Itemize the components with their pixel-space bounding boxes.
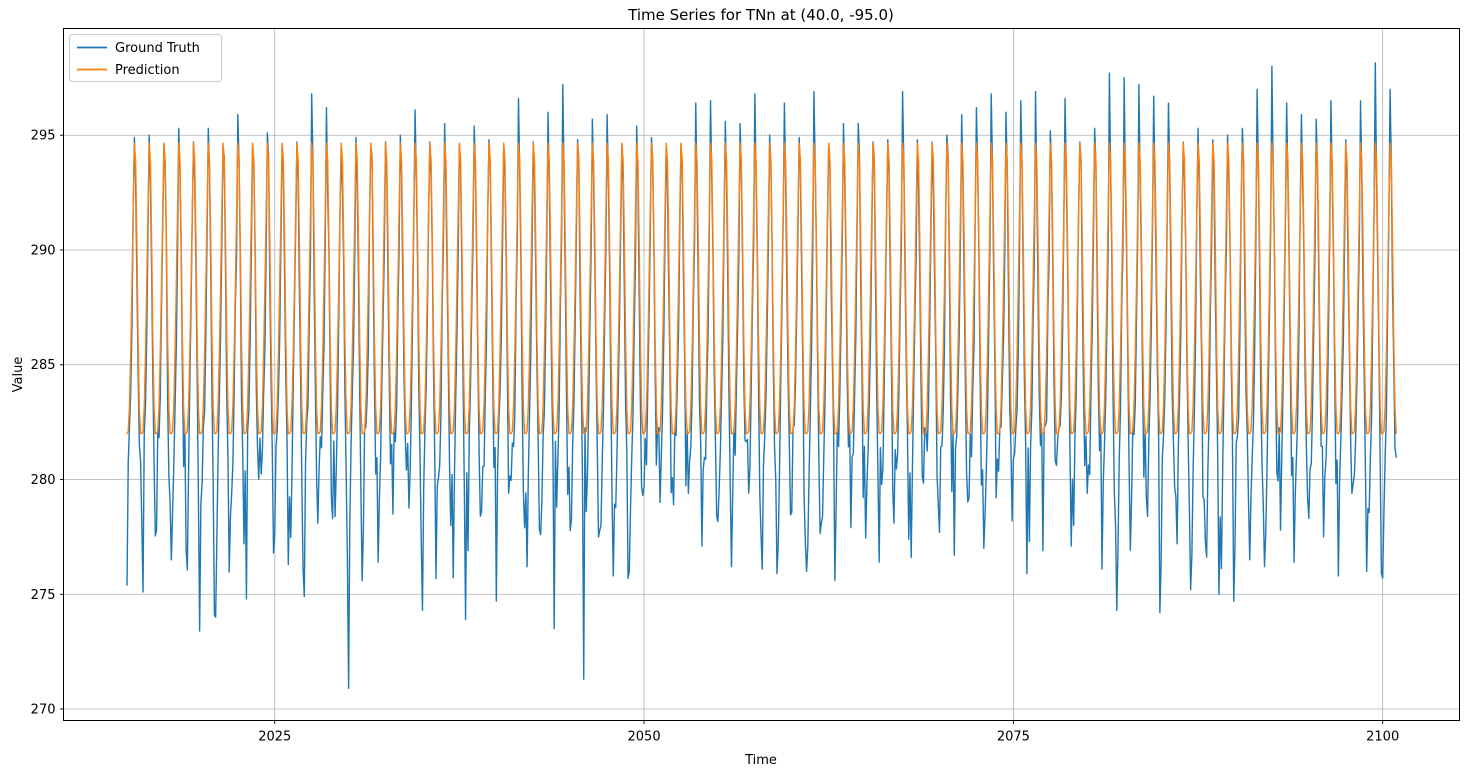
y-tick-label: 290 [31, 243, 56, 258]
x-tick-label: 2075 [997, 730, 1030, 745]
legend-label-ground-truth: Ground Truth [115, 41, 200, 56]
series-layer [126, 62, 1397, 690]
x-tick-label: 2025 [258, 730, 291, 745]
x-tick-label: 2100 [1366, 730, 1399, 745]
legend-box [69, 34, 222, 82]
y-tick-label: 295 [31, 129, 56, 144]
grid-layer [63, 28, 1460, 721]
series-line-prediction [126, 142, 1397, 435]
tick-layer: 270 275 280 285 290 295 2025 2050 2075 2100 [31, 129, 1400, 745]
y-axis-label: Value [11, 357, 26, 393]
axes-frame [63, 28, 1460, 721]
x-tick-label: 2050 [628, 730, 661, 745]
y-tick-label: 270 [31, 703, 56, 718]
x-axis-label: Time [744, 753, 777, 768]
legend-label-prediction: Prediction [115, 63, 180, 78]
y-tick-label: 280 [31, 473, 56, 488]
y-tick-label: 275 [31, 588, 56, 603]
legend: Ground Truth Prediction [69, 34, 222, 82]
y-tick-label: 285 [31, 358, 56, 373]
chart-title: Time Series for TNn at (40.0, -95.0) [627, 6, 894, 24]
